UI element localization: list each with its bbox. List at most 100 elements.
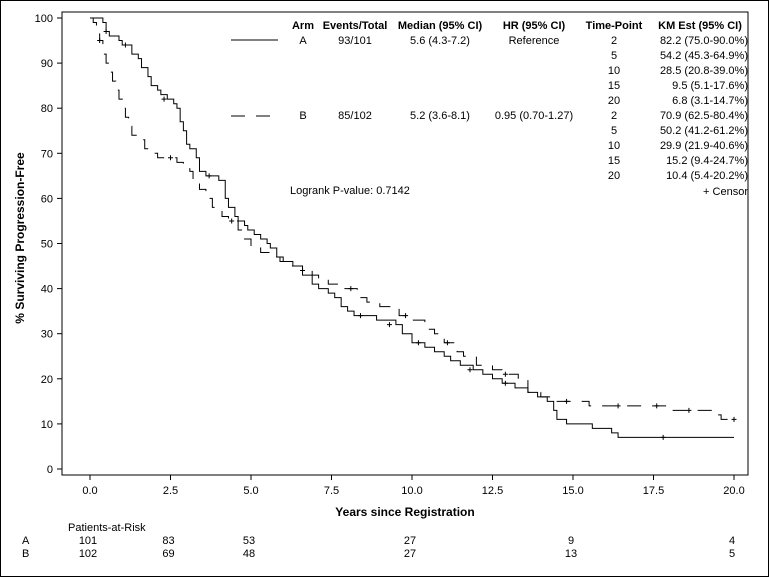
y-tick-label: 10: [41, 419, 53, 431]
y-tick-label: 40: [41, 284, 53, 296]
legend-km-estimate: 6.8 (3.1-14.7%): [672, 95, 748, 107]
censor-mark: [686, 407, 692, 413]
risk-count: 101: [79, 535, 97, 547]
risk-arm-b: B: [22, 548, 29, 560]
survival-curve-b: [90, 17, 734, 420]
x-tick-label: 12.5: [482, 485, 503, 497]
censor-mark: [97, 38, 103, 44]
legend-median-a: 5.6 (4.3-7.2): [410, 35, 470, 47]
legend-timepoint: 20: [608, 170, 620, 182]
x-tick-label: 10.0: [401, 485, 422, 497]
risk-count: 69: [162, 548, 174, 560]
legend-header-km-est: KM Est (95% CI): [658, 20, 742, 32]
legend-header-timepoint: Time-Point: [586, 20, 643, 32]
censor-mark: [731, 416, 737, 422]
legend-events-b: 85/102: [338, 110, 372, 122]
legend-km-estimate: 9.5 (5.1-17.6%): [672, 80, 748, 92]
legend-arm-a: A: [299, 35, 307, 47]
risk-table-title: Patients-at-Risk: [68, 522, 146, 534]
legend-timepoint: 2: [611, 110, 617, 122]
censor-mark: [122, 42, 128, 48]
censor-mark: [229, 218, 235, 224]
legend-timepoint: 5: [611, 125, 617, 137]
censor-mark: [103, 29, 109, 35]
censor-mark: [386, 322, 392, 328]
censor-mark: [206, 173, 212, 179]
legend-km-estimate: 82.2 (75.0-90.0%): [660, 35, 748, 47]
legend-timepoint: 5: [611, 50, 617, 62]
legend-timepoint: 10: [608, 140, 620, 152]
risk-count: 27: [404, 535, 416, 547]
legend-km-estimate: 10.4 (5.4-20.2%): [666, 170, 748, 182]
censor-mark: [403, 313, 409, 319]
y-tick-label: 90: [41, 58, 53, 70]
legend-km-estimate: 28.5 (20.8-39.0%): [660, 65, 748, 77]
censor-mark: [357, 313, 363, 319]
risk-count: 83: [162, 535, 174, 547]
x-tick-label: 15.0: [562, 485, 583, 497]
legend-timepoints-b: 2 70.9 (62.5-80.4%) 5 50.2 (41.2-61.2%) 10 29…: [608, 110, 748, 182]
x-tick-label: 7.5: [324, 485, 339, 497]
legend-km-estimate: 29.9 (21.9-40.6%): [660, 140, 748, 152]
censor-mark: [502, 380, 508, 386]
legend-timepoint: 20: [608, 95, 620, 107]
risk-count: 13: [565, 548, 577, 560]
x-tick-label: 0.0: [82, 485, 97, 497]
legend-km-estimate: 50.2 (41.2-61.2%): [660, 125, 748, 137]
risk-count: 5: [729, 548, 735, 560]
y-tick-label: 70: [41, 148, 53, 160]
censor-mark: [502, 371, 508, 377]
x-tick-label: 17.5: [643, 485, 664, 497]
legend-timepoint: 15: [608, 80, 620, 92]
x-axis-title: Years since Registration: [335, 505, 474, 519]
x-tick-label: 20.0: [723, 485, 744, 497]
censor-mark: [415, 340, 421, 346]
y-tick-label: 50: [41, 239, 53, 251]
censor-mark: [615, 403, 621, 409]
risk-count: 53: [243, 535, 255, 547]
logrank-annotation: Logrank P-value: 0.7142: [290, 185, 410, 197]
y-axis-title: % Surviving Progression-Free: [13, 152, 27, 324]
y-tick-label: 60: [41, 193, 53, 205]
censor-mark: [564, 398, 570, 404]
risk-count: 4: [729, 535, 735, 547]
legend-km-estimate: 15.2 (9.4-24.7%): [666, 155, 748, 167]
risk-count: 102: [79, 548, 97, 560]
censor-mark: [300, 268, 306, 274]
censor-legend: + Censor: [703, 186, 748, 198]
x-tick-label: 5.0: [243, 485, 258, 497]
patients-at-risk-table: Patients-at-Risk A B 101 83 53 27 9 4 102 69 48 2…: [22, 522, 735, 560]
x-axis-ticks: 0.0 2.5 5.0 7.5 10.0 12.5 15.0 17.5 20.0: [82, 475, 745, 497]
legend-header-events: Events/Total: [323, 20, 388, 32]
y-tick-label: 20: [41, 374, 53, 386]
risk-count: 48: [243, 548, 255, 560]
censor-mark: [348, 286, 354, 292]
risk-count: 27: [404, 548, 416, 560]
survival-curves: [90, 17, 737, 440]
legend-timepoint: 15: [608, 155, 620, 167]
y-tick-label: 100: [35, 13, 53, 25]
survival-curve-a: [90, 17, 734, 438]
legend-header-arm: Arm: [292, 20, 314, 32]
censor-mark: [444, 340, 450, 346]
y-axis-ticks: 0 10 20 30 40 50 60 70 80 90 100: [35, 13, 62, 476]
censor-mark: [467, 367, 473, 373]
legend-events-a: 93/101: [338, 35, 372, 47]
risk-arm-a: A: [22, 535, 30, 547]
plot-area-border: [61, 11, 749, 476]
y-tick-label: 80: [41, 103, 53, 115]
censor-mark: [168, 155, 173, 161]
censor-mark: [161, 96, 167, 102]
legend-header-hr: HR (95% CI): [503, 20, 566, 32]
y-tick-label: 30: [41, 329, 53, 341]
y-tick-label: 0: [47, 464, 53, 476]
censor-mark: [654, 403, 660, 409]
x-tick-label: 2.5: [163, 485, 178, 497]
risk-count: 9: [568, 535, 574, 547]
legend-arm-b: B: [299, 110, 306, 122]
legend-median-b: 5.2 (3.6-8.1): [410, 110, 470, 122]
risk-counts: 101 83 53 27 9 4 102 69 48 27 13 5: [79, 535, 735, 560]
censor-mark: [660, 434, 666, 440]
legend-timepoint: 2: [611, 35, 617, 47]
